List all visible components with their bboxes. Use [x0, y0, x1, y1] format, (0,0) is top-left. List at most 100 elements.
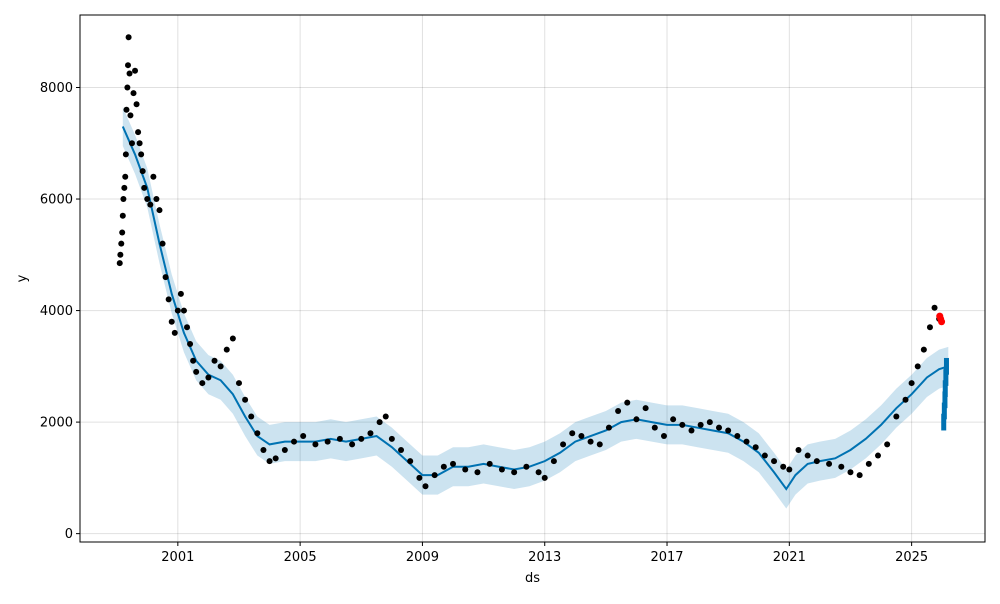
observed-point	[523, 463, 530, 470]
plot-area	[79, 14, 986, 543]
forecast-line-path	[121, 126, 949, 491]
observed-point	[535, 469, 542, 476]
observed-point	[920, 346, 927, 353]
observed-point	[159, 240, 166, 247]
observed-point	[486, 460, 493, 467]
forecast-tail-mark	[943, 357, 949, 375]
observed-point	[771, 458, 778, 465]
observed-point	[153, 196, 160, 203]
observed-point	[804, 452, 811, 459]
observed-point	[560, 441, 567, 448]
observed-point	[884, 441, 891, 448]
observed-point	[205, 374, 212, 381]
observed-point	[177, 290, 184, 297]
observed-point	[312, 441, 319, 448]
observed-point	[217, 363, 224, 370]
observed-point	[147, 201, 154, 208]
observed-point	[125, 34, 132, 41]
observed-point	[184, 324, 191, 331]
observed-point	[119, 229, 126, 236]
observed-point	[388, 435, 395, 442]
observed-point	[358, 435, 365, 442]
observed-point	[902, 396, 909, 403]
observed-point	[734, 433, 741, 440]
observed-point	[138, 151, 145, 158]
observed-point	[266, 458, 273, 465]
y-tick-label: 8000	[40, 81, 73, 96]
x-tick-label: 2025	[895, 550, 928, 565]
observed-point	[171, 329, 178, 336]
observed-point	[281, 446, 288, 453]
observed-point	[272, 455, 279, 462]
observed-point	[498, 466, 505, 473]
observed-point	[679, 421, 686, 428]
observed-point	[193, 368, 200, 375]
observed-point	[633, 416, 640, 423]
observed-point	[162, 274, 169, 281]
observed-point	[135, 129, 142, 136]
observed-point	[786, 466, 793, 473]
observed-point	[847, 469, 854, 476]
observed-point	[874, 452, 881, 459]
x-tick-label: 2005	[284, 550, 317, 565]
observed-point	[752, 444, 759, 451]
observed-point	[376, 419, 383, 426]
forecast-line	[121, 126, 949, 491]
observed-point	[211, 357, 218, 364]
observed-point	[132, 67, 139, 74]
observed-point	[642, 405, 649, 412]
x-tick-label: 2001	[161, 550, 194, 565]
observed-point	[235, 380, 242, 387]
observed-point	[398, 446, 405, 453]
observed-point	[407, 458, 414, 465]
observed-point	[187, 341, 194, 348]
x-tick-label: 2013	[528, 550, 561, 565]
observed-point	[199, 380, 206, 387]
y-tick-label: 2000	[40, 416, 73, 431]
observed-point	[743, 438, 750, 445]
y-axis-label: y	[15, 274, 30, 282]
observed-point	[660, 433, 667, 440]
observed-point	[914, 363, 921, 370]
observed-points	[116, 34, 943, 490]
observed-point	[122, 151, 129, 158]
observed-point	[156, 207, 163, 214]
observed-point	[291, 438, 298, 445]
observed-point	[248, 413, 255, 420]
observed-point	[838, 463, 845, 470]
observed-point	[123, 106, 130, 113]
observed-point	[926, 324, 933, 331]
observed-point	[795, 446, 802, 453]
observed-point	[450, 460, 457, 467]
observed-point	[462, 466, 469, 473]
observed-point	[431, 472, 438, 479]
observed-point	[578, 433, 585, 440]
observed-point	[813, 458, 820, 465]
observed-point	[165, 296, 172, 303]
observed-point	[254, 430, 261, 437]
observed-point	[119, 212, 126, 219]
forecast-tail-mark	[942, 391, 948, 409]
observed-point	[223, 346, 230, 353]
y-tick-label: 4000	[40, 304, 73, 319]
observed-point	[127, 112, 134, 119]
observed-point	[511, 469, 518, 476]
forecast-tail-mark	[941, 402, 947, 420]
observed-point	[180, 307, 187, 314]
observed-point	[931, 304, 938, 311]
grid	[80, 15, 985, 542]
observed-point	[136, 140, 143, 147]
observed-point	[422, 483, 429, 490]
observed-point	[144, 196, 151, 203]
observed-point	[130, 90, 137, 97]
observed-point	[133, 101, 140, 108]
observed-point	[725, 427, 732, 434]
observed-point	[124, 84, 131, 91]
observed-point	[118, 240, 125, 247]
observed-point	[587, 438, 594, 445]
observed-point	[121, 184, 128, 191]
observed-point	[174, 307, 181, 314]
observed-point	[908, 380, 915, 387]
observed-point	[474, 469, 481, 476]
